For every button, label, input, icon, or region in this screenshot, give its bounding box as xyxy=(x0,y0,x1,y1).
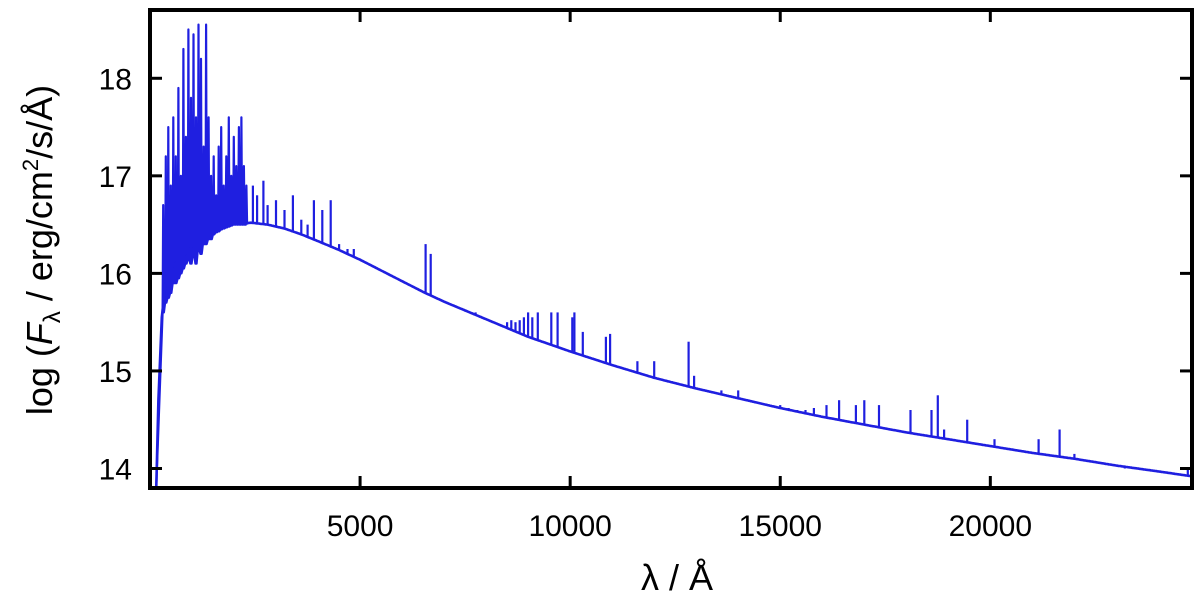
uv-line-forest xyxy=(155,23,249,487)
short-wavelength-rise xyxy=(155,246,193,487)
spectrum-series xyxy=(155,23,1193,487)
x-tick-label: 20000 xyxy=(949,510,1032,543)
y-tick-label: 17 xyxy=(99,161,132,194)
x-axis: 5000 10000 15000 20000 xyxy=(327,10,1032,543)
y-axis: 14 15 16 17 18 xyxy=(99,63,1192,486)
y-tick-label: 15 xyxy=(99,356,132,389)
x-tick-label: 10000 xyxy=(528,510,611,543)
y-tick-label: 18 xyxy=(99,63,132,96)
x-tick-label: 15000 xyxy=(739,510,822,543)
x-axis-label: λ / Å xyxy=(641,557,713,596)
continuum-line xyxy=(246,221,1193,478)
x-tick-label: 5000 xyxy=(327,510,394,543)
plot-frame xyxy=(148,8,1194,490)
y-axis-label: log (Fλ / erg/cm2/s/Å) xyxy=(18,85,66,415)
y-tick-label: 16 xyxy=(99,258,132,291)
y-tick-label: 14 xyxy=(99,453,132,486)
